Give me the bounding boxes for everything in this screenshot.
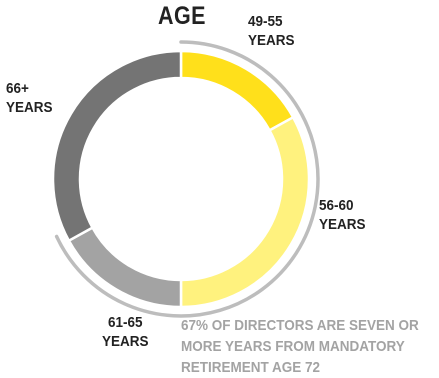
slice-label-66-plus-range: 66+ xyxy=(6,80,29,97)
slice-label-66-plus-unit: YEARS xyxy=(6,99,53,116)
chart-annotation: 67% OF DIRECTORS ARE SEVEN OR MORE YEARS… xyxy=(181,317,419,376)
slice-49-55 xyxy=(179,49,295,133)
slice-label-56-60-unit: YEARS xyxy=(319,216,366,233)
bracket-arc xyxy=(54,40,320,318)
slice-label-61-65-range: 61-65 xyxy=(107,314,143,331)
slice-label-61-65: 61-65 YEARS xyxy=(102,313,149,351)
slice-label-61-65-unit: YEARS xyxy=(102,333,149,350)
slice-61-65 xyxy=(67,225,183,309)
slice-label-66-plus: 66+ YEARS xyxy=(6,79,53,117)
slice-label-49-55-range: 49-55 xyxy=(248,13,283,30)
slice-label-56-60-range: 56-60 xyxy=(319,197,354,214)
slice-label-49-55: 49-55 YEARS xyxy=(248,12,295,50)
slice-56-60 xyxy=(179,115,311,309)
slice-label-49-55-unit: YEARS xyxy=(248,32,295,49)
donut-slices xyxy=(51,49,311,309)
slice-label-56-60: 56-60 YEARS xyxy=(319,196,366,234)
chart-title: AGE xyxy=(158,2,206,30)
slice-66-plus xyxy=(51,49,183,243)
